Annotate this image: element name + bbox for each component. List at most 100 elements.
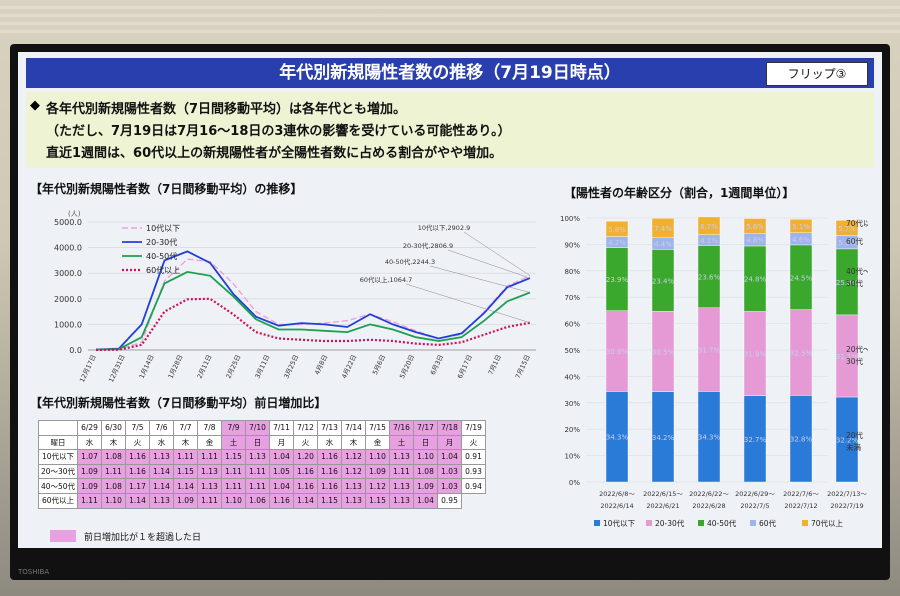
end-value-label: 20-30代,2806.9 (403, 241, 453, 250)
table-cell: 1.10 (221, 492, 246, 509)
bar-value-label: 30.5% (652, 348, 675, 356)
table-date-header: 7/16 (389, 420, 414, 436)
legend-swatch (594, 520, 600, 526)
table-date-header: 7/15 (365, 420, 390, 436)
bar-segment (835, 220, 859, 236)
table-weekday-cell: 金 (365, 434, 390, 451)
table-weekday-cell: 木 (173, 434, 198, 451)
notes-box: ◆ 各年代別新規陽性者数（7日間移動平均）は各年代とも増加。 （ただし、7月19… (26, 92, 874, 168)
bar-segment (697, 216, 721, 235)
table-cell: 1.11 (389, 463, 414, 480)
table-cell: 1.14 (125, 492, 150, 509)
side-category-label: 40代〜 (846, 266, 868, 276)
x-tick-label: 6月17日 (456, 353, 474, 379)
table-cell: 1.11 (221, 478, 246, 494)
table-cell: 1.10 (101, 492, 126, 509)
bar-value-label: 31.7% (698, 347, 721, 355)
table-cell: 1.15 (221, 449, 246, 465)
series-line-2 (95, 270, 531, 351)
x-category-label: 2022/6/15〜 (643, 490, 683, 498)
table-cell: 1.14 (293, 492, 318, 509)
x-category-label: 2022/7/5 (740, 502, 769, 510)
x-tick-label: 3月11日 (253, 353, 271, 379)
x-tick-label: 7月15日 (514, 353, 532, 379)
table-cell: 1.13 (197, 463, 222, 480)
bar-segment (651, 218, 675, 238)
table-date-header: 7/12 (293, 420, 318, 436)
table-cell: 1.12 (341, 449, 366, 465)
table-cell: 1.11 (221, 463, 246, 480)
table-date-header: 7/13 (317, 420, 342, 436)
bar-segment (789, 219, 813, 233)
table-cell: 1.16 (317, 478, 342, 494)
table-cell: 1.16 (269, 492, 294, 509)
bar-value-label: 23.9% (606, 276, 629, 284)
table-cell: 1.11 (197, 492, 222, 509)
bar-segment (743, 218, 767, 234)
table-cell: 1.20 (293, 449, 318, 465)
bar-value-label: 30.6% (606, 348, 629, 356)
table-row-label: 曜日 (38, 434, 78, 451)
bar-value-label: 5.6% (746, 223, 764, 231)
table-date-header: 7/19 (461, 420, 486, 436)
table-weekday-cell: 水 (77, 434, 102, 451)
end-value-label: 40-50代,2244.3 (385, 257, 435, 266)
table-cell: 1.11 (101, 463, 126, 480)
table-cell: 1.11 (197, 449, 222, 465)
bar-value-label: 5.7% (838, 225, 856, 233)
y-tick-label: 70% (564, 294, 580, 302)
table-date-header: 7/17 (413, 420, 438, 436)
legend-label: 60代 (759, 518, 777, 528)
table-cell: 1.13 (245, 449, 270, 465)
table-date-header: 6/29 (77, 420, 102, 436)
x-tick-label: 1月14日 (138, 353, 156, 379)
side-category-label: 未満 (846, 442, 861, 452)
bar-chart-section-title: 【陽性者の年齢区分（割合，1週間単位）】 (564, 186, 795, 200)
table-date-header: 7/7 (173, 420, 198, 436)
table-date-header: 7/6 (149, 420, 174, 436)
table-cell: 1.04 (269, 449, 294, 465)
end-label-leader (447, 249, 531, 279)
table-corner (38, 420, 78, 436)
table-cell: 1.10 (413, 449, 438, 465)
x-category-label: 2022/7/13〜 (827, 490, 867, 498)
table-weekday-cell: 木 (101, 434, 126, 451)
table-cell: 1.11 (245, 463, 270, 480)
table-weekday-cell: 水 (149, 434, 174, 451)
table-date-header: 7/9 (221, 420, 246, 436)
table-row: 10代以下 1.07 1.08 1.16 1.13 1.11 1.11 1.15 1.13 1.0… (38, 449, 486, 465)
table-cell: 1.13 (341, 492, 366, 509)
table-cell: 1.05 (269, 463, 294, 480)
bar-value-label: 24.5% (790, 274, 813, 282)
table-cell: 1.03 (437, 463, 462, 480)
window-blind (0, 6, 900, 9)
x-tick-label: 7月1日 (487, 353, 503, 376)
y-tick-label: 30% (564, 400, 580, 408)
table-cell: 1.15 (365, 492, 390, 509)
table-weekday-cell: 金 (197, 434, 222, 451)
bar-value-label: 5.8% (608, 226, 626, 234)
x-category-label: 2022/7/6〜 (783, 490, 819, 498)
x-category-label: 2022/6/22〜 (689, 490, 729, 498)
table-cell: 1.15 (317, 492, 342, 509)
table-header-row: 6/29 6/30 7/5 7/6 7/7 7/8 7/9 7/10 7/11 7/12 7/13 7… (38, 420, 486, 436)
note-line: 直近1週間は、60代以上の新規陽性者が全陽性者数に占める割合がやや増加。 (46, 146, 503, 161)
bar-chart: 100% 90% 80% 70% 60% 50% 40% 30% 20% 10% 0% 34.3% 3… (560, 215, 868, 528)
x-category-label: 2022/6/8〜 (599, 490, 635, 498)
table-weekday-row: 曜日水木火水木金土日月火水木金土日月火 (38, 434, 486, 451)
x-tick-label: 12月17日 (78, 353, 98, 383)
table-cell: 1.09 (365, 463, 390, 480)
note-line: 各年代別新規陽性者数（7日間移動平均）は各年代とも増加。 (46, 102, 407, 117)
end-value-label: 10代以下,2902.9 (418, 223, 471, 232)
line-chart-section-title: 【年代別新規陽性者数（7日間移動平均）の推移】 (30, 182, 303, 196)
table-date-header: 7/14 (341, 420, 366, 436)
y-tick-label: 80% (564, 268, 580, 276)
table-date-header: 7/5 (125, 420, 150, 436)
window-blind (0, 14, 900, 17)
table-date-header: 7/11 (269, 420, 294, 436)
x-tick-label: 12月31日 (107, 353, 127, 383)
ratio-table: 6/29 6/30 7/5 7/6 7/7 7/8 7/9 7/10 7/11 7/12 7/13 7… (38, 420, 486, 509)
bar-value-label: 4.6% (792, 236, 810, 244)
table-cell: 1.08 (101, 478, 126, 494)
legend-label: 20-30代 (146, 237, 177, 247)
